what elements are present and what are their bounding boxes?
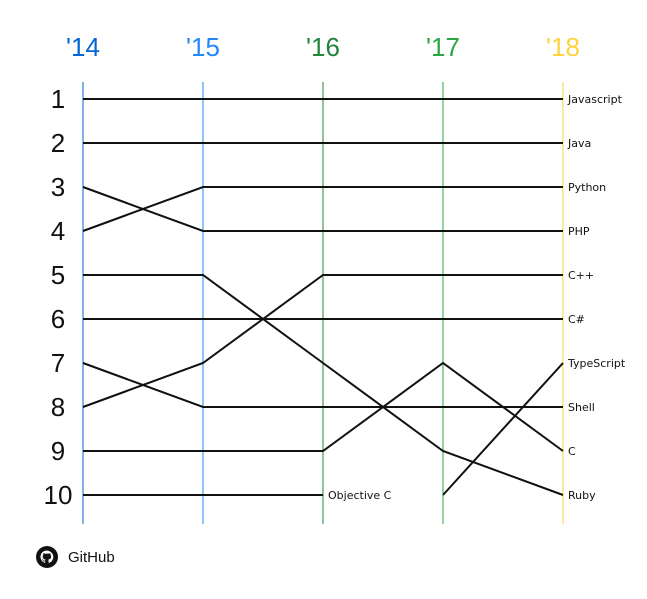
year-label: '17: [426, 32, 460, 62]
github-brand-text: GitHub: [68, 549, 115, 566]
year-label: '15: [186, 32, 220, 62]
series-label: C: [568, 445, 576, 458]
series-label: Ruby: [568, 489, 596, 502]
series-line: [82, 362, 563, 408]
series-label: Python: [568, 181, 606, 194]
series-line: [83, 274, 564, 496]
series-label: Javascript: [567, 93, 623, 106]
github-octocat-icon: [36, 546, 58, 568]
series-line: [82, 186, 563, 232]
series-label: Shell: [568, 401, 595, 414]
series-label: C++: [568, 269, 594, 282]
rank-label: 9: [51, 436, 65, 466]
series-label: TypeScript: [567, 357, 626, 370]
series-line: [82, 274, 563, 408]
series-line: [82, 186, 563, 232]
rank-label: 3: [51, 172, 65, 202]
series-lines: [82, 98, 564, 496]
year-label: '18: [546, 32, 580, 62]
series-label: Objective C: [328, 489, 392, 502]
series-line: [442, 362, 564, 496]
year-label: '14: [66, 32, 100, 62]
rank-labels: 1 2 3 4 5 6 7 8 9 10: [44, 84, 73, 510]
rank-label: 2: [51, 128, 65, 158]
rank-label: 5: [51, 260, 65, 290]
rank-label: 4: [51, 216, 65, 246]
rank-label: 1: [51, 84, 65, 114]
series-label: PHP: [568, 225, 590, 238]
rank-label: 8: [51, 392, 65, 422]
series-line: [83, 361, 564, 452]
year-label: '16: [306, 32, 340, 62]
series-label: C#: [568, 313, 585, 326]
rank-label: 6: [51, 304, 65, 334]
rank-label: 10: [44, 480, 73, 510]
series-label: Java: [567, 137, 591, 150]
language-labels: Javascript Java Python PHP C++ C# TypeScript Sh…: [328, 93, 626, 502]
footer: GitHub: [36, 546, 115, 568]
rank-label: 7: [51, 348, 65, 378]
